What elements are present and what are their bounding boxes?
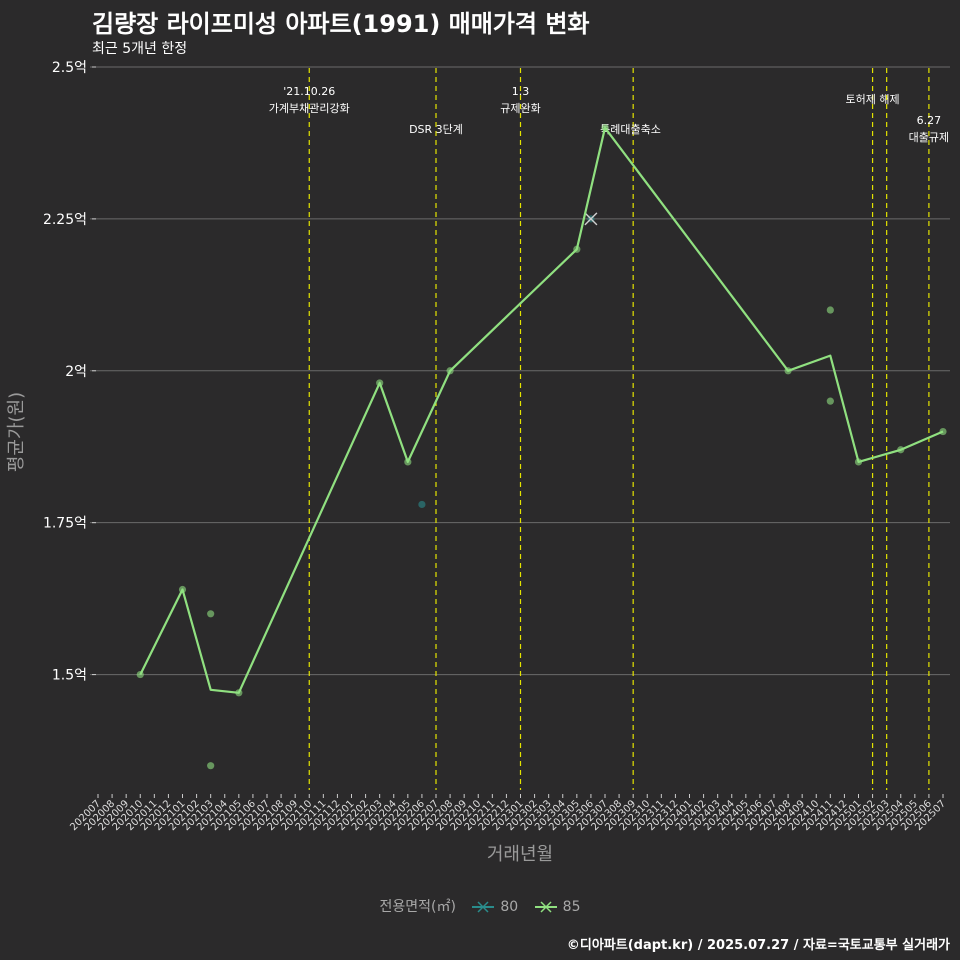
event-label: 6.27	[917, 114, 942, 127]
event-label: '21.10.26	[283, 85, 335, 98]
event-label: 대출규제	[909, 131, 949, 144]
legend-label-85: 85	[562, 899, 581, 915]
y-tick-label: 2.5억	[52, 60, 87, 76]
y-tick-label: 2.25억	[43, 212, 87, 228]
data-point-85	[207, 762, 215, 770]
legend-title: 전용면적(㎡)	[379, 899, 456, 915]
y-axis-title: 평균가(원)	[6, 392, 27, 472]
event-label: 특례대출축소	[600, 123, 661, 136]
event-label: 1.3	[512, 85, 530, 98]
y-tick-label: 2억	[65, 364, 87, 380]
data-point-85	[573, 245, 581, 253]
y-tick-label: 1.75억	[43, 516, 87, 532]
source-caption: ©디아파트(dapt.kr) / 2025.07.27 / 자료=국토교통부 실…	[566, 938, 950, 953]
legend-item-80: 80	[470, 899, 518, 915]
data-point-85	[404, 458, 412, 466]
legend-key-80	[472, 901, 495, 913]
y-tick-label: 1.5억	[52, 668, 87, 684]
chart-subtitle: 최근 5개년 한정	[92, 41, 188, 57]
legend-item-85: 85	[533, 899, 581, 915]
data-point-85	[784, 367, 792, 375]
data-point-85	[826, 397, 834, 405]
data-point-85	[178, 585, 187, 594]
data-point-80	[418, 500, 426, 509]
event-label: 규제완화	[500, 102, 540, 115]
data-point-85	[136, 670, 144, 679]
legend-key-85	[534, 901, 557, 913]
data-point-85	[446, 367, 454, 375]
event-label: DSR 3단계	[409, 123, 463, 136]
series-line-85	[139, 126, 944, 694]
chart-title: 김량장 라이프미성 아파트(1991) 매매가격 변화	[92, 10, 590, 38]
event-label: 가계부채관리강화	[269, 102, 350, 115]
legend: 전용면적(㎡) 80 85	[0, 896, 960, 916]
data-point-85	[939, 427, 947, 436]
event-label: 토허제 해제	[846, 92, 900, 106]
data-point-85	[826, 306, 834, 314]
data-point-85	[854, 458, 863, 466]
data-point-85	[897, 446, 905, 454]
data-point-85	[207, 610, 215, 618]
data-point-85	[376, 379, 384, 387]
data-marker-80	[584, 212, 598, 226]
data-point-85	[235, 689, 243, 697]
x-axis-title: 거래년월	[487, 844, 553, 865]
data-point-85	[601, 124, 609, 132]
legend-label-80: 80	[500, 899, 519, 915]
